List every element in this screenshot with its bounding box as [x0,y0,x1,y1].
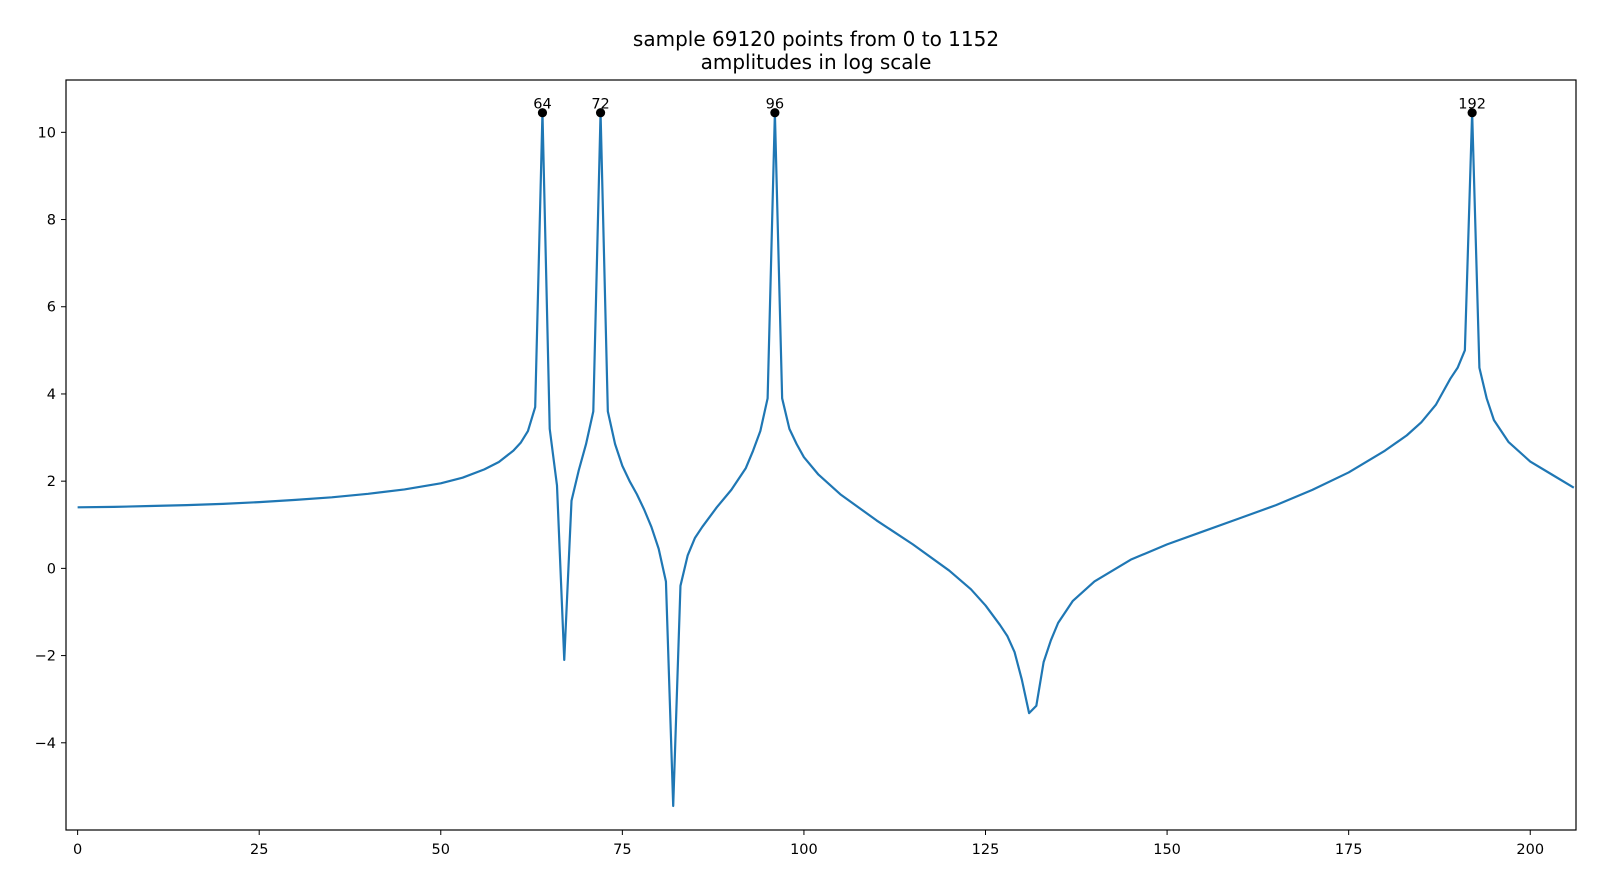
peak-label-64: 64 [533,97,551,113]
y-tick-label: −4 [35,736,56,752]
x-axis: 0 25 50 75 100 125 150 175 200 [73,830,1544,858]
y-tick-label: 4 [47,387,56,403]
peak-label-192: 192 [1458,97,1486,113]
y-axis: −4 −2 0 2 4 6 8 10 [35,125,66,752]
peak-marker-96 [770,108,780,118]
peak-label-72: 72 [591,97,609,113]
chart-title-line-2: amplitudes in log scale [701,50,932,74]
x-tick-label: 75 [613,842,631,858]
x-tick-label: 175 [1335,842,1363,858]
peak-markers: 64 72 96 192 [533,97,1486,118]
x-tick-label: 0 [73,842,82,858]
y-tick-label: 0 [47,561,56,577]
y-tick-label: 2 [47,474,56,490]
x-tick-label: 125 [972,842,1000,858]
x-tick-label: 50 [432,842,450,858]
y-tick-label: 8 [47,213,56,229]
plot-area [77,111,1575,808]
series-line-0 [77,111,1575,808]
peak-label-96: 96 [766,97,784,113]
x-tick-label: 25 [250,842,268,858]
x-tick-label: 150 [1153,842,1181,858]
peak-marker-72 [595,108,606,118]
peak-marker-192 [1467,108,1477,118]
x-tick-label: 100 [790,842,818,858]
peak-marker-64 [537,108,548,118]
x-tick-label: 200 [1516,842,1544,858]
y-tick-label: 6 [47,300,56,316]
y-tick-label: 10 [38,125,56,141]
chart-title-line-1: sample 69120 points from 0 to 1152 [633,27,999,51]
y-tick-label: −2 [35,649,56,665]
axes-frame [65,79,1577,831]
chart-title: sample 69120 points from 0 to 1152 ampli… [633,27,999,74]
